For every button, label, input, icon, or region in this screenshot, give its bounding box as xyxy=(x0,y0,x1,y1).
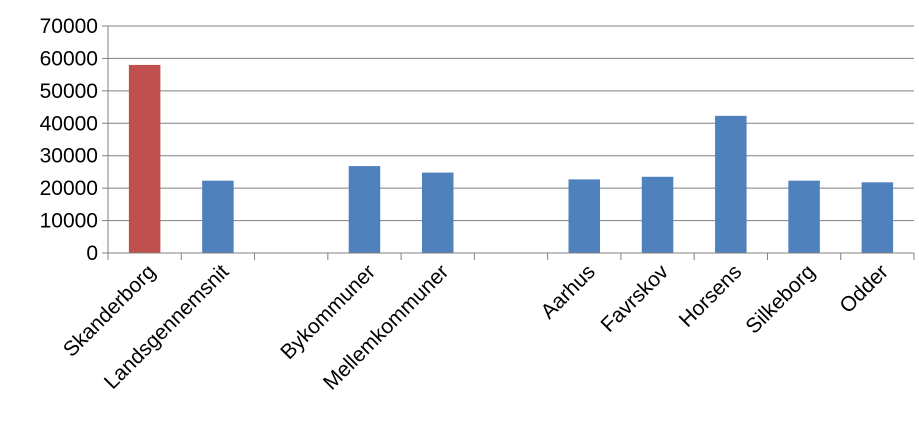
gridlines xyxy=(108,25,914,222)
bar-silkeborg xyxy=(788,180,820,253)
axes xyxy=(102,25,915,260)
category-label-favrskov: Favrskov xyxy=(597,260,674,337)
category-label-aarhus: Aarhus xyxy=(536,260,599,323)
y-tick-labels: 0 10000 20000 30000 40000 50000 60000 70000 xyxy=(40,15,98,265)
bar-favrskov xyxy=(641,176,674,253)
bar-horsens xyxy=(715,115,747,253)
category-label-horsens: Horsens xyxy=(675,260,747,332)
y-tick-label: 60000 xyxy=(40,47,98,70)
bar-mellemkommuner xyxy=(421,172,454,253)
y-tick-label: 70000 xyxy=(40,15,98,38)
category-label-landsgennemsnit: Landsgennemsnit xyxy=(100,260,234,394)
bar-bykommuner xyxy=(348,166,381,253)
bar-skanderborg xyxy=(128,64,161,254)
y-tick-label: 40000 xyxy=(40,112,98,135)
y-tick-label: 20000 xyxy=(40,177,98,200)
category-label-odder: Odder xyxy=(835,260,893,318)
bar-odder xyxy=(861,182,894,253)
bar-aarhus xyxy=(568,179,601,253)
y-tick-label: 10000 xyxy=(40,210,98,233)
bar-landsgennemsnit xyxy=(202,180,234,253)
y-tick-label: 30000 xyxy=(40,145,98,168)
y-tick-label: 50000 xyxy=(40,80,98,103)
y-tick-label: 0 xyxy=(86,242,98,265)
bars xyxy=(128,64,894,254)
category-label-mellemkommuner: Mellemkommuner xyxy=(319,260,453,394)
category-label-silkeborg: Silkeborg xyxy=(741,260,819,338)
